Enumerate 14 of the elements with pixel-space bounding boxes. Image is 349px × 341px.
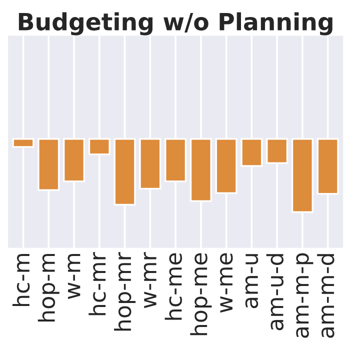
x-tick-label: w-me	[220, 253, 233, 313]
x-tick-label: hop-m	[38, 254, 60, 322]
chart-title: Budgeting w/o Planning	[18, 12, 332, 36]
x-tick-label: hc-m	[12, 254, 30, 306]
x-tick-label: am-u-d	[266, 254, 284, 330]
x-tick-label: am-m-p	[296, 253, 314, 338]
x-tick-label: am-u	[245, 254, 258, 308]
x-tick-label: w-m	[68, 254, 80, 299]
x-tick-label: am-m-d	[317, 254, 334, 338]
x-tick-label: hop-me	[190, 253, 212, 336]
x-tick-label: w-mr	[144, 252, 156, 308]
x-tick-label: hop-mr	[114, 252, 136, 331]
x-tick-label: hc-mr	[88, 252, 106, 316]
x-tick-label: hc-me	[164, 253, 182, 320]
